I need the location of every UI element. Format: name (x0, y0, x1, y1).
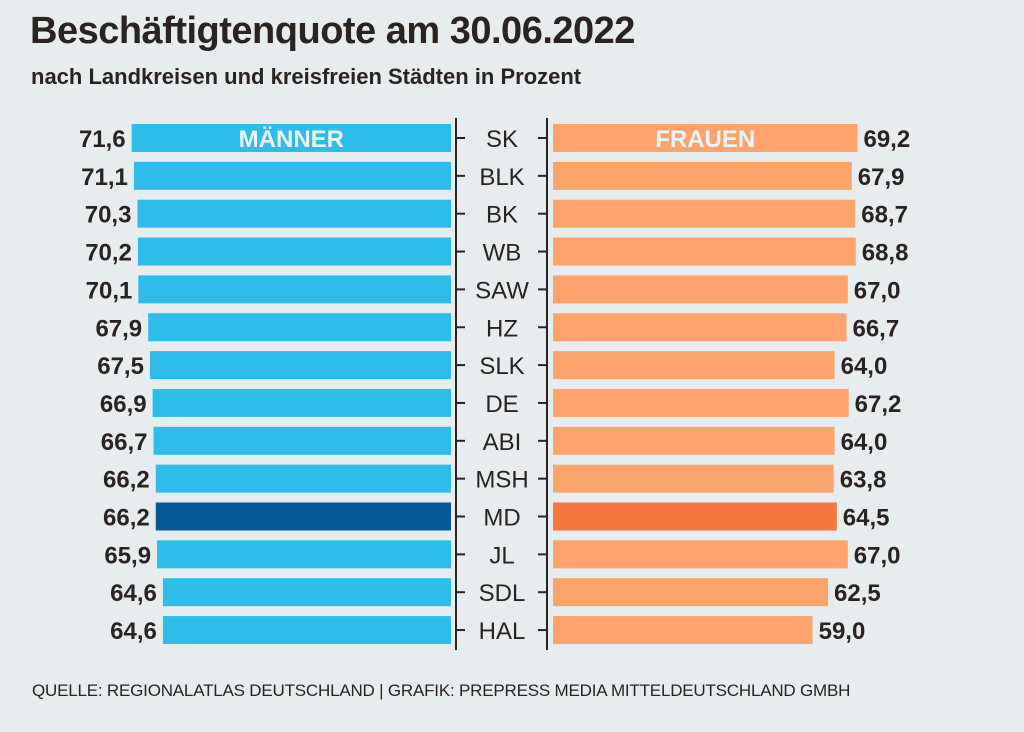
bar-men-slk (149, 351, 451, 380)
category-label: BLK (479, 164, 524, 191)
bar-men-msh (155, 464, 452, 493)
bar-men-sdl (162, 578, 451, 607)
legend-men: MÄNNER (239, 126, 344, 153)
legend-women: FRAUEN (655, 126, 755, 153)
value-label-men: 66,9 (100, 391, 147, 418)
bar-women-saw (553, 275, 848, 304)
value-label-men: 70,1 (86, 277, 133, 304)
category-label: MSH (475, 467, 528, 494)
value-label-men: 66,7 (101, 429, 148, 456)
bar-women-md (553, 502, 837, 531)
source-note: QUELLE: REGIONALATLAS DEUTSCHLAND | GRAF… (32, 681, 851, 700)
value-label-women: 64,0 (841, 429, 888, 456)
bar-women-slk (553, 351, 835, 380)
category-label: SLK (479, 353, 524, 380)
bar-men-de (152, 388, 451, 417)
value-label-men: 70,2 (85, 240, 132, 267)
category-label: WB (483, 240, 522, 267)
category-label: HAL (479, 618, 526, 645)
bar-women-hz (553, 313, 847, 342)
bar-men-sk (131, 124, 451, 152)
value-label-women: 68,7 (861, 202, 908, 229)
category-label: ABI (483, 429, 522, 456)
value-label-men: 71,6 (79, 126, 126, 153)
value-label-men: 64,6 (110, 618, 157, 645)
bar-women-jl (553, 540, 848, 569)
bar-women-blk (553, 161, 852, 190)
category-label: MD (483, 505, 520, 532)
bar-men-md (155, 502, 452, 531)
value-label-men: 67,5 (97, 353, 144, 380)
bar-women-sk (553, 124, 858, 152)
chart-subtitle: nach Landkreisen und kreisfreien Städten… (31, 64, 582, 89)
category-label: HZ (486, 315, 518, 342)
value-label-women: 64,5 (843, 505, 890, 532)
bar-men-saw (138, 275, 451, 304)
value-label-women: 62,5 (834, 580, 881, 607)
bar-women-hal (553, 616, 813, 645)
category-label: SK (486, 126, 518, 153)
category-label: SAW (475, 277, 529, 304)
value-label-men: 67,9 (95, 315, 142, 342)
value-label-men: 64,6 (110, 580, 157, 607)
value-label-men: 70,3 (85, 202, 132, 229)
category-label: SDL (479, 580, 526, 607)
bar-women-sdl (553, 578, 828, 607)
diverging-bar-chart: SK 71,6 69,2 BLK 71,1 67,9 BK 70,3 68,7 WB 70,2 68,… (79, 118, 910, 650)
category-label: JL (489, 542, 514, 569)
bar-women-de (553, 388, 849, 417)
value-label-women: 64,0 (841, 353, 888, 380)
value-label-men: 66,2 (103, 467, 150, 494)
bar-men-bk (137, 199, 451, 228)
bar-women-abi (553, 426, 835, 455)
bar-women-bk (553, 199, 856, 228)
value-label-women: 63,8 (840, 467, 887, 494)
chart-title: Beschäftigtenquote am 30.06.2022 (30, 10, 635, 52)
value-label-women: 66,7 (852, 315, 899, 342)
bar-men-hz (148, 313, 451, 342)
bar-men-blk (133, 161, 452, 190)
value-label-women: 67,0 (854, 542, 901, 569)
bar-women-wb (553, 237, 856, 266)
value-label-women: 67,9 (858, 164, 905, 191)
bar-men-jl (157, 540, 451, 569)
value-label-women: 67,2 (855, 391, 902, 418)
category-label: BK (486, 202, 518, 229)
value-label-men: 66,2 (103, 505, 150, 532)
category-label: DE (485, 391, 518, 418)
value-label-men: 71,1 (81, 164, 128, 191)
value-label-women: 59,0 (819, 618, 866, 645)
value-label-women: 68,8 (862, 240, 909, 267)
bar-men-wb (137, 237, 451, 266)
bar-men-abi (153, 426, 451, 455)
value-label-women: 67,0 (854, 277, 901, 304)
bar-men-hal (162, 616, 451, 645)
value-label-women: 69,2 (863, 126, 910, 153)
value-label-men: 65,9 (104, 542, 151, 569)
bar-women-msh (553, 464, 834, 493)
